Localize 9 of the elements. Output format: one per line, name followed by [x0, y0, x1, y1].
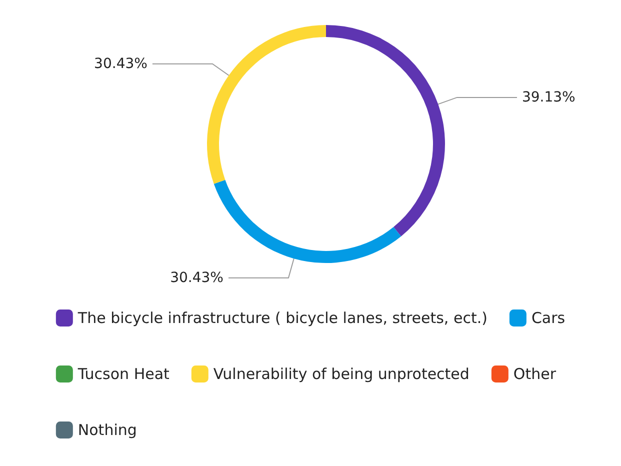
- legend-label: Cars: [531, 309, 566, 327]
- legend-label: Tucson Heat: [76, 365, 170, 383]
- data-label: 30.43%: [94, 56, 148, 72]
- data-label: 39.13%: [522, 89, 576, 106]
- legend-label: Vulnerability of being unprotected: [213, 365, 470, 383]
- legend-label: Nothing: [78, 421, 137, 439]
- legend-label: The bicycle infrastructure ( bicycle lanes, streets, ect.): [76, 309, 488, 327]
- legend-label: Other: [513, 365, 557, 383]
- data-label: 30.43%: [170, 270, 224, 286]
